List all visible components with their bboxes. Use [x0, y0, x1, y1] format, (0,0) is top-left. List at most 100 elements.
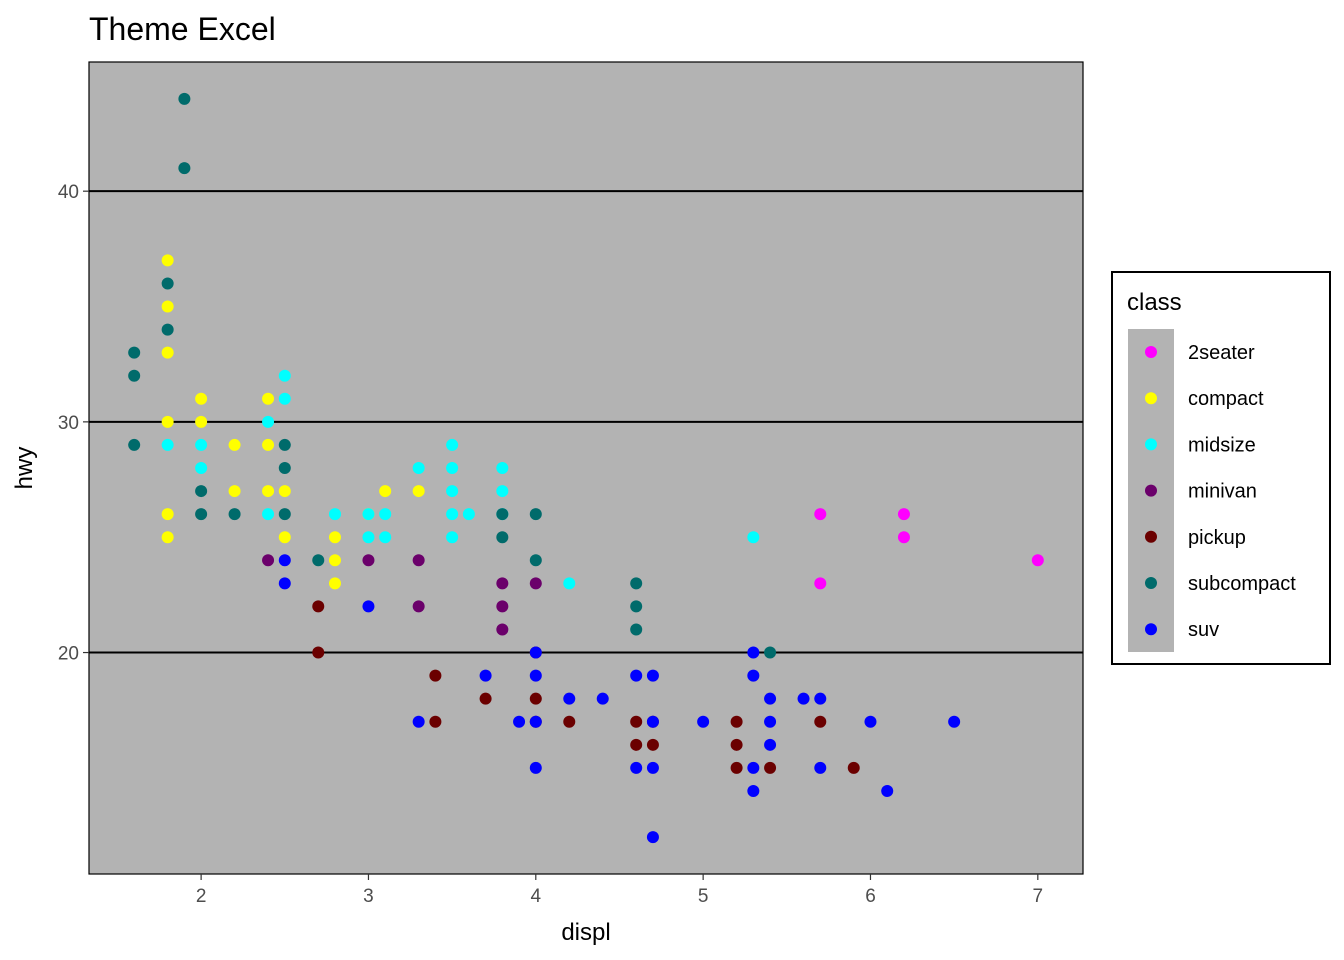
data-point [814, 577, 827, 590]
series-midsize [161, 369, 760, 590]
legend-label-minivan: minivan [1188, 481, 1257, 503]
data-point [646, 669, 659, 682]
x-tick-label: 4 [531, 886, 542, 907]
data-point [1031, 554, 1044, 567]
data-point [412, 485, 425, 498]
data-point [630, 761, 643, 774]
data-point [278, 554, 291, 567]
legend: class 2seater compact midsize minivan pickup… [1111, 271, 1331, 665]
data-point [262, 438, 275, 451]
data-point [262, 392, 275, 405]
data-point [328, 508, 341, 521]
data-point [262, 415, 275, 428]
data-point [462, 508, 475, 521]
data-point [563, 577, 576, 590]
data-point [864, 715, 877, 728]
data-point [764, 692, 777, 705]
data-point [429, 715, 442, 728]
legend-key-compact [1145, 392, 1157, 405]
data-point [178, 92, 191, 105]
data-point [897, 508, 910, 521]
x-tick-label: 7 [1033, 886, 1044, 907]
data-point [529, 692, 542, 705]
data-point [328, 531, 341, 544]
data-point [228, 485, 241, 498]
data-point [747, 646, 760, 659]
data-point [328, 577, 341, 590]
x-tick-label: 5 [698, 886, 709, 907]
data-point [362, 600, 375, 613]
plot-panel [89, 62, 1083, 874]
data-point [195, 415, 208, 428]
y-tick-label: 20 [58, 644, 79, 665]
data-point [479, 669, 492, 682]
series-minivan [262, 554, 542, 636]
data-point [747, 669, 760, 682]
data-point [312, 646, 325, 659]
data-point [278, 508, 291, 521]
data-point [563, 692, 576, 705]
data-point [529, 646, 542, 659]
data-point [278, 577, 291, 590]
data-point [161, 254, 174, 267]
data-point [764, 761, 777, 774]
data-point [161, 438, 174, 451]
legend-key-midsize [1145, 438, 1157, 451]
data-point [278, 392, 291, 405]
data-point [630, 669, 643, 682]
data-point [646, 831, 659, 844]
data-point [814, 508, 827, 521]
data-point [446, 508, 459, 521]
data-point [797, 692, 810, 705]
data-point [161, 508, 174, 521]
data-point [513, 715, 526, 728]
data-point [563, 715, 576, 728]
legend-title: class [1127, 289, 1182, 316]
legend-label-suv: suv [1188, 619, 1219, 641]
y-axis-ticks: 20 30 40 [58, 182, 89, 665]
data-point [128, 346, 141, 359]
data-point [496, 485, 509, 498]
data-point [412, 715, 425, 728]
x-tick-label: 2 [196, 886, 207, 907]
chart-title: Theme Excel [89, 11, 276, 47]
data-point [697, 715, 710, 728]
data-point [630, 738, 643, 751]
data-point [262, 485, 275, 498]
data-point [847, 761, 860, 774]
data-point [195, 508, 208, 521]
y-tick-label: 40 [58, 182, 79, 203]
y-axis-title: hwy [11, 447, 38, 490]
y-tick-label: 30 [58, 413, 79, 434]
data-point [161, 300, 174, 313]
data-point [412, 600, 425, 613]
data-point [529, 577, 542, 590]
data-point [646, 715, 659, 728]
data-point [881, 784, 894, 797]
data-point [195, 392, 208, 405]
data-point [814, 692, 827, 705]
data-point [496, 623, 509, 636]
data-point [730, 715, 743, 728]
legend-label-midsize: midsize [1188, 434, 1256, 456]
data-point [730, 738, 743, 751]
data-point [897, 531, 910, 544]
data-point [412, 462, 425, 474]
data-point [496, 531, 509, 544]
data-point [412, 554, 425, 567]
data-point [747, 784, 760, 797]
legend-key-subcompact [1145, 577, 1157, 589]
data-point [178, 162, 191, 175]
legend-label-subcompact: subcompact [1188, 573, 1296, 595]
data-point [161, 415, 174, 428]
data-point [195, 462, 208, 474]
data-point [379, 531, 392, 544]
data-point [262, 508, 275, 521]
series-suv [278, 554, 961, 844]
data-point [630, 600, 643, 613]
x-tick-label: 3 [363, 886, 374, 907]
x-axis-ticks: 2 3 4 5 6 7 [196, 874, 1043, 907]
series-subcompact [128, 92, 777, 659]
legend-entries: 2seater compact midsize minivan pickup subcom… [1145, 342, 1296, 641]
